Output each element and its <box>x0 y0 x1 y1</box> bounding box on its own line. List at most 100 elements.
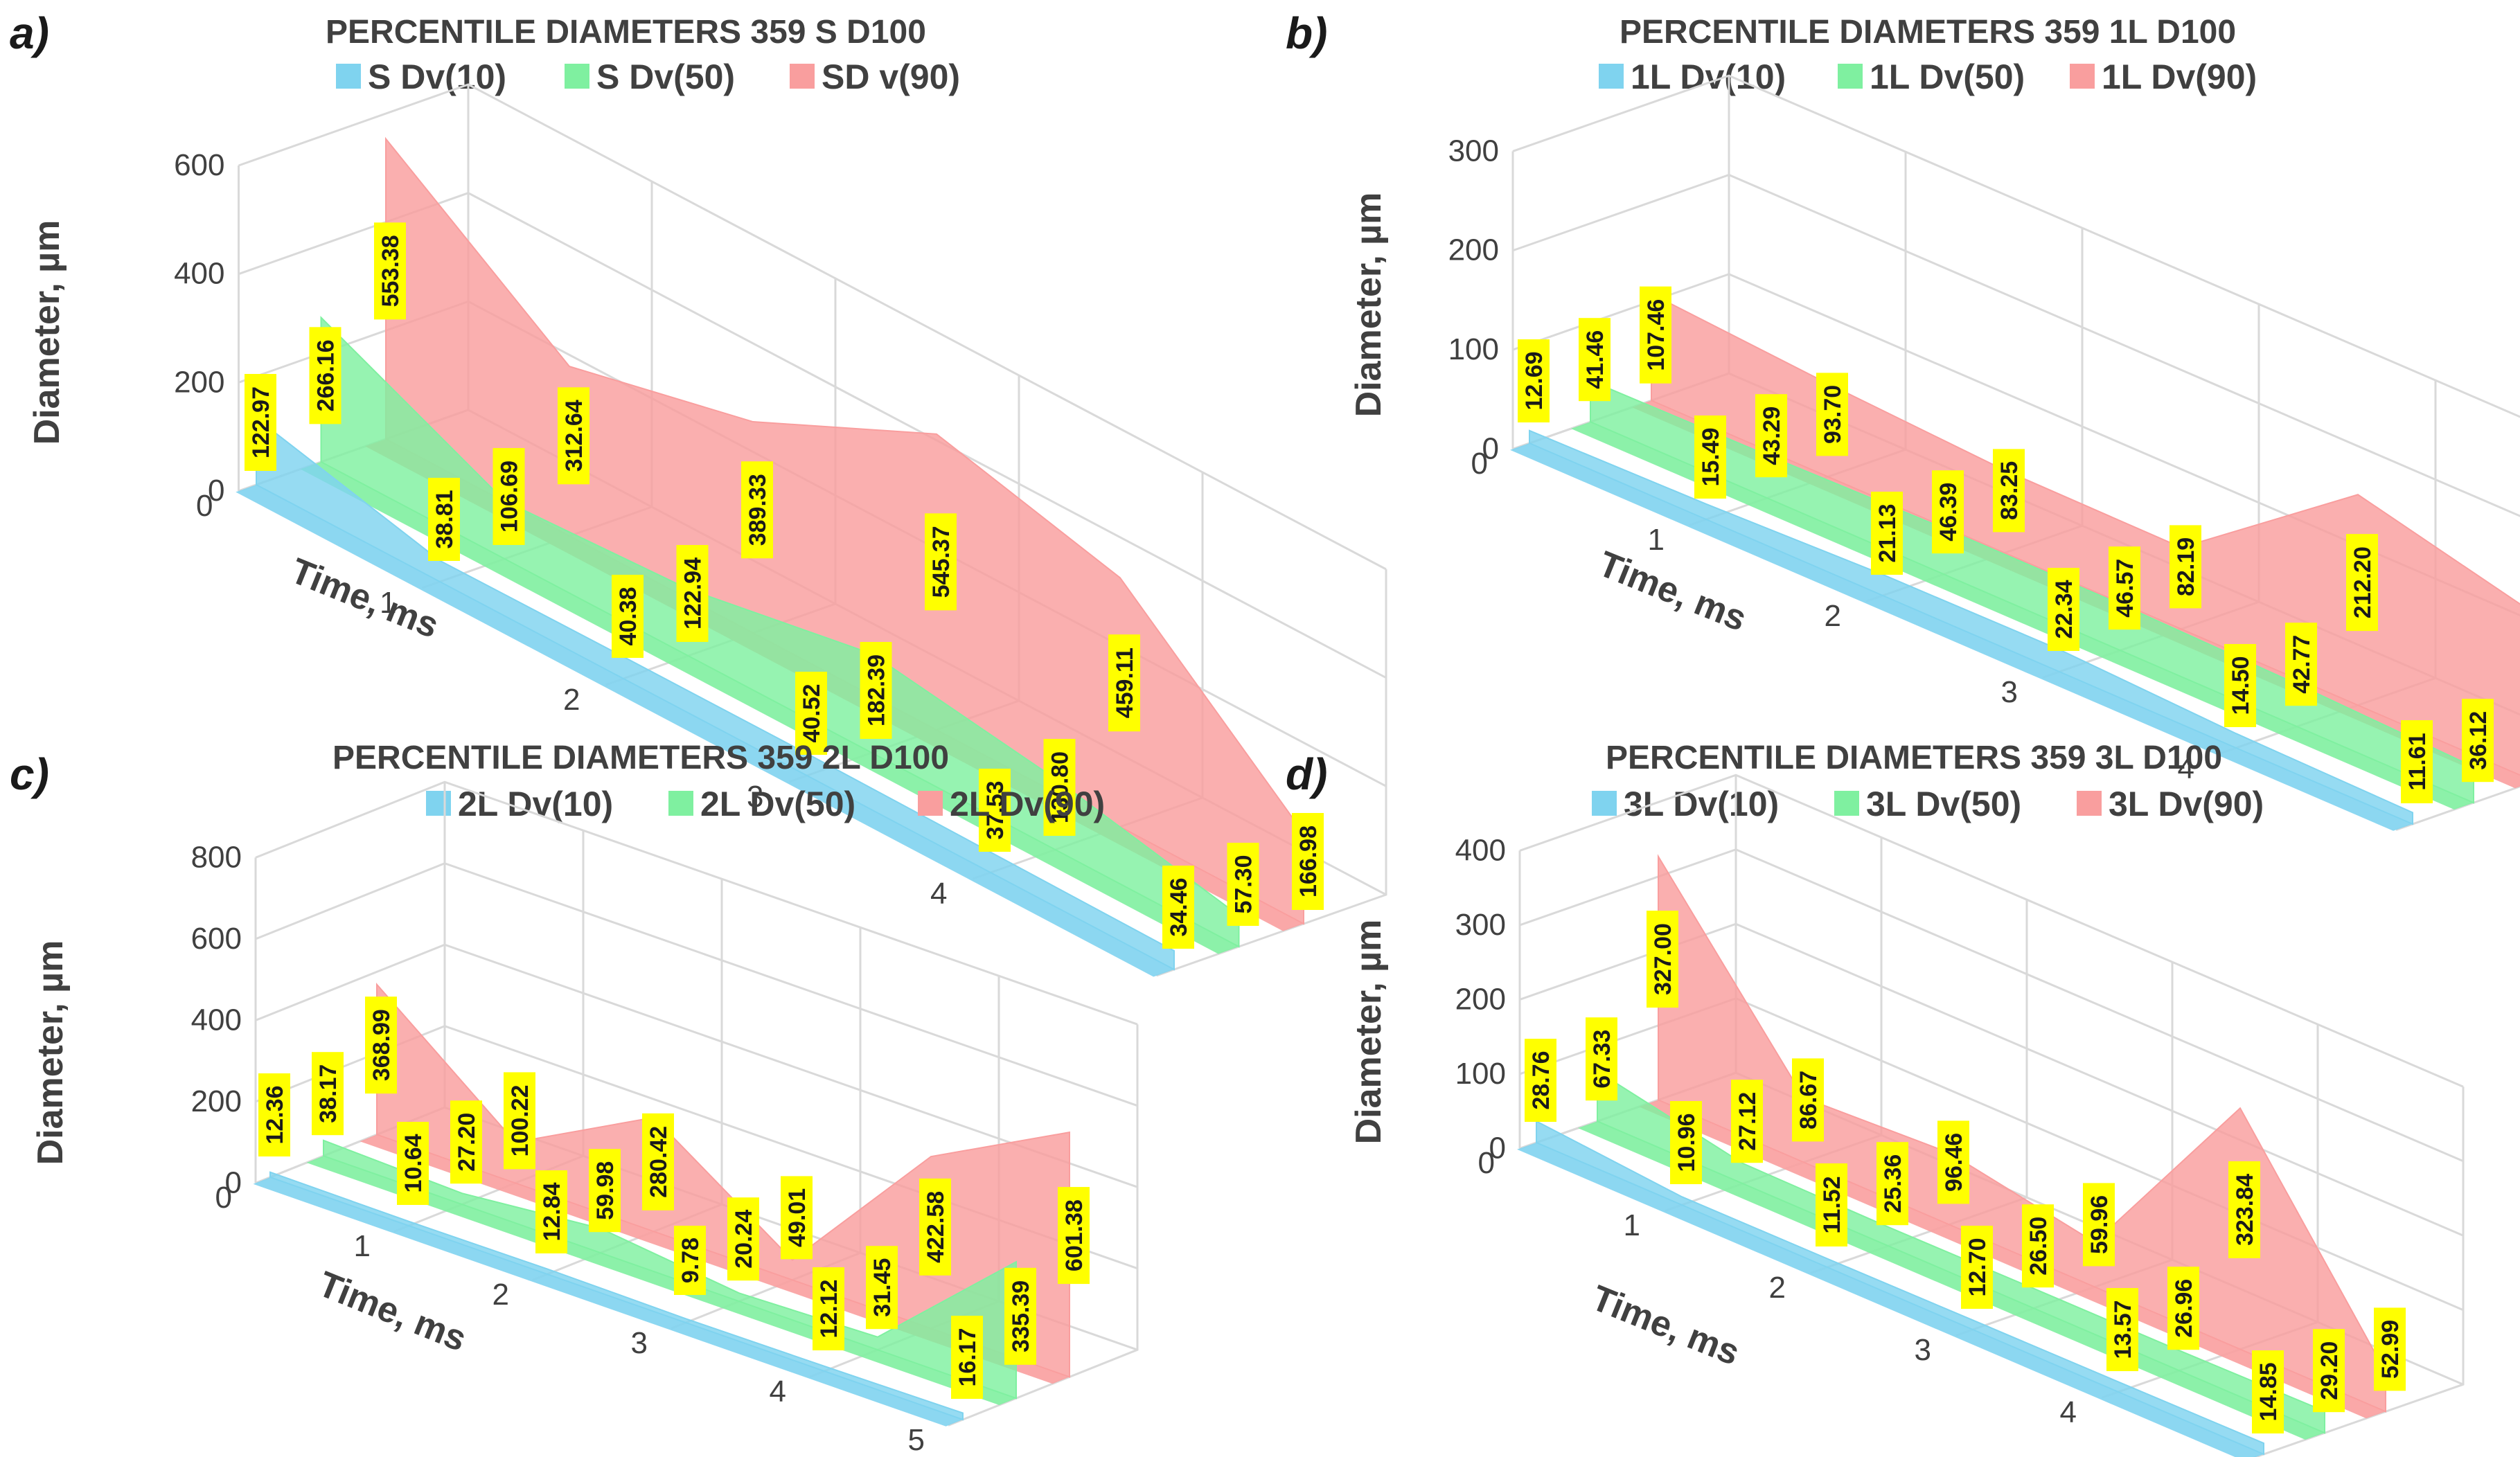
y-axis-title: Diameter, µm <box>30 940 71 1165</box>
x-tick-label: 2 <box>1769 1271 1786 1305</box>
data-label-text: 545.37 <box>928 526 955 598</box>
data-label-box <box>450 1100 482 1184</box>
data-label-text: 31.45 <box>869 1258 896 1317</box>
data-label-box <box>2228 1161 2260 1258</box>
y-tick-label: 400 <box>191 1003 242 1037</box>
data-label-box <box>1932 470 1964 554</box>
data-label-text: 166.98 <box>1295 825 1322 897</box>
data-label-box <box>1586 1017 1617 1101</box>
legend-label: 3L Dv(90) <box>2109 785 2264 823</box>
data-label-box <box>866 1246 898 1330</box>
panel-letter: c) <box>10 749 49 799</box>
x-tick-label: 0 <box>1478 1146 1495 1180</box>
data-label-box <box>1670 1101 1702 1184</box>
data-label-box <box>727 1197 759 1281</box>
y-tick-label: 400 <box>1455 833 1506 867</box>
data-label-text: 40.38 <box>615 587 641 645</box>
data-label-box <box>1518 339 1550 422</box>
data-label-text: 29.20 <box>2316 1341 2343 1400</box>
data-label: 327.00 <box>1647 911 1678 1008</box>
data-label-text: 12.36 <box>262 1085 288 1144</box>
data-label: 21.13 <box>1871 492 1903 575</box>
x-axis-title: Time, ms <box>312 1264 472 1359</box>
data-label-text: 57.30 <box>1231 855 1257 913</box>
data-label-box <box>589 1149 621 1233</box>
data-label-text: 93.70 <box>1820 385 1846 444</box>
data-label-text: 25.36 <box>1880 1154 1906 1213</box>
x-tick-label: 4 <box>2178 751 2194 785</box>
y-tick-label: 0 <box>1482 431 1499 465</box>
data-label-text: 20.24 <box>731 1210 757 1269</box>
data-label-text: 100.22 <box>507 1084 533 1156</box>
data-label-text: 280.42 <box>646 1126 672 1198</box>
data-label: 28.76 <box>1525 1039 1556 1122</box>
data-label: 37.53 <box>979 769 1011 852</box>
data-label-text: 327.00 <box>1650 923 1676 995</box>
data-label-box <box>365 996 397 1094</box>
data-label-box <box>925 513 957 611</box>
data-label-box <box>612 575 644 658</box>
data-label-box <box>2106 1288 2138 1371</box>
data-label-text: 10.64 <box>400 1134 427 1192</box>
data-label-text: 12.84 <box>539 1182 565 1241</box>
data-label: 83.25 <box>1993 449 2025 533</box>
gridline-horizontal <box>1519 774 2464 1088</box>
legend-label: 1L Dv(90) <box>2102 57 2257 96</box>
data-label-box <box>1162 866 1194 949</box>
data-label-text: 41.46 <box>1582 330 1608 389</box>
series-floor-strip <box>236 485 1174 977</box>
data-label: 26.50 <box>2022 1204 2054 1288</box>
data-label-box <box>1108 634 1140 732</box>
data-label-box <box>2048 568 2079 651</box>
chart-title: PERCENTILE DIAMETERS 359 S D100 <box>326 14 926 51</box>
data-label: 49.01 <box>781 1176 813 1260</box>
legend-label: 3L Dv(50) <box>1866 785 2021 823</box>
data-label-text: 459.11 <box>1112 647 1138 718</box>
x-axis-title: Time, ms <box>1592 544 1752 639</box>
data-label-text: 10.96 <box>1674 1113 1700 1172</box>
x-tick-label: 3 <box>747 780 763 814</box>
data-label-box <box>2167 1267 2199 1350</box>
data-label: 36.12 <box>2462 699 2494 783</box>
x-tick-label: 4 <box>2060 1395 2077 1429</box>
data-label-text: 122.94 <box>680 557 707 629</box>
data-label-box <box>258 1073 290 1156</box>
data-label-box <box>312 1052 344 1136</box>
data-label: 40.38 <box>612 575 644 658</box>
data-label: 166.98 <box>1292 813 1324 910</box>
legend-swatch <box>2070 64 2095 89</box>
data-label-box <box>741 461 773 559</box>
x-tick-label: 0 <box>196 489 213 523</box>
data-label-text: 42.77 <box>2289 635 2315 694</box>
data-label-box <box>1755 394 1787 478</box>
data-label-box <box>1227 843 1259 926</box>
data-label-text: 122.97 <box>248 386 274 458</box>
data-label-box <box>1647 911 1678 1008</box>
data-label-text: 13.57 <box>2110 1300 2136 1359</box>
data-label-box <box>860 642 892 739</box>
legend-swatch <box>565 64 589 89</box>
data-label-text: 335.39 <box>1008 1280 1034 1352</box>
data-label: 96.46 <box>1937 1120 1969 1204</box>
data-label-box <box>919 1178 951 1276</box>
data-label: 43.29 <box>1755 394 1787 478</box>
data-label: 100.22 <box>504 1072 535 1170</box>
data-label: 16.17 <box>951 1316 983 1399</box>
gridline-horizontal <box>255 780 1138 1026</box>
data-label-text: 422.58 <box>923 1191 949 1263</box>
data-label-text: 59.96 <box>2086 1195 2113 1254</box>
data-label-box <box>535 1170 567 1253</box>
x-tick-label: 2 <box>563 683 580 717</box>
x-tick-label: 3 <box>631 1326 648 1360</box>
data-label: 545.37 <box>925 513 957 611</box>
panel-letter: d) <box>1286 749 1327 799</box>
data-label-box <box>676 545 709 642</box>
data-label-box <box>1043 739 1076 836</box>
data-label-text: 26.96 <box>2171 1279 2197 1338</box>
data-label-text: 22.34 <box>2051 580 2077 638</box>
data-label: 86.67 <box>1792 1058 1824 1142</box>
data-label-box <box>781 1176 813 1260</box>
y-tick-label: 100 <box>1448 332 1499 366</box>
data-label-text: 82.19 <box>2173 537 2199 596</box>
